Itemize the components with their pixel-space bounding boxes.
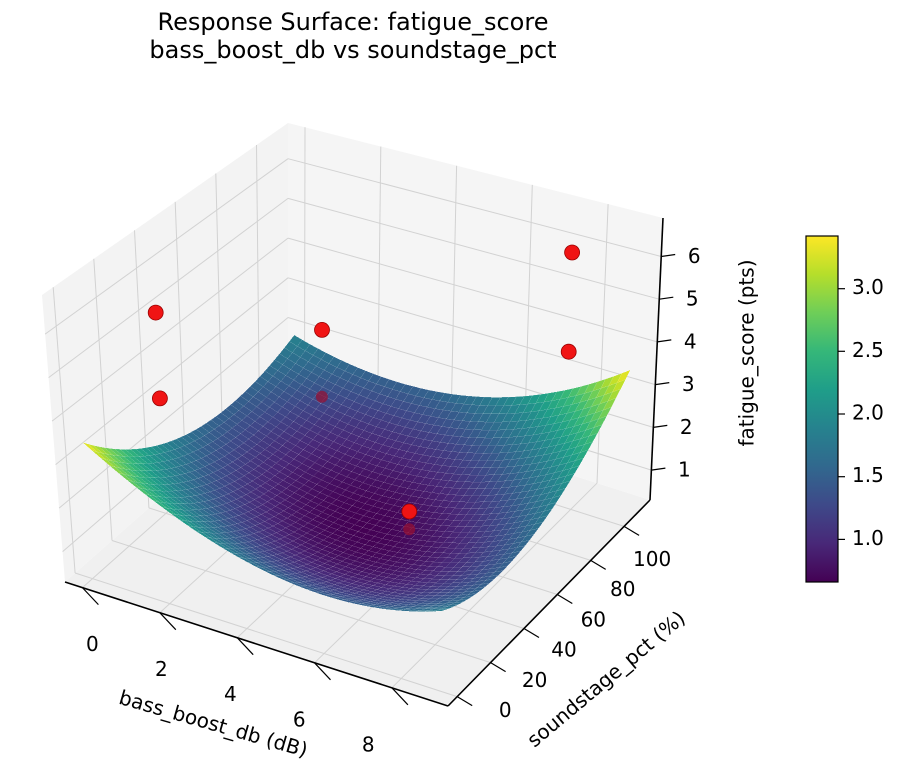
z-tick-label: 6 — [688, 244, 701, 268]
chart-title: Response Surface: fatigue_scorebass_boos… — [149, 8, 556, 64]
y-tick-label: 60 — [581, 607, 606, 631]
colorbar-tick-label: 1.0 — [852, 526, 884, 550]
z-tick-label: 1 — [678, 458, 691, 482]
x-tick-label: 2 — [155, 657, 168, 681]
data-point-occluded — [315, 390, 328, 403]
title-line-1: Response Surface: fatigue_score — [158, 8, 549, 36]
z-tick-label: 5 — [686, 287, 699, 311]
colorbar: 3.0 2.5 2.0 1.5 1.0 — [805, 235, 884, 583]
colorbar-gradient — [805, 235, 839, 583]
surface-mesh — [82, 334, 631, 612]
data-point-occluded — [403, 523, 416, 536]
data-point — [564, 244, 580, 261]
x-tick-label: 6 — [293, 707, 306, 731]
axis-spines — [64, 217, 676, 707]
y-tick-label: 80 — [610, 577, 635, 601]
z-tick-label: 2 — [680, 415, 693, 439]
y-tick-label: 0 — [499, 698, 512, 722]
z-tick-label: 3 — [682, 372, 695, 396]
colorbar-tick-label: 3.0 — [852, 275, 884, 299]
colorbar-tick-label: 2.5 — [852, 338, 884, 362]
y-tick-label: 20 — [522, 668, 547, 692]
data-point — [401, 503, 418, 520]
z-tick-label: 4 — [684, 329, 697, 353]
colorbar-tick-label: 2.0 — [852, 401, 884, 425]
x-tick-label: 4 — [224, 682, 237, 706]
y-tick-label: 100 — [633, 547, 671, 571]
x-tick-label: 8 — [362, 732, 375, 756]
y-tick-label: 40 — [551, 638, 576, 662]
x-tick-label: 0 — [86, 632, 99, 656]
z-axis-title: fatigue_score (pts) — [735, 259, 759, 446]
data-point — [147, 304, 164, 321]
x-axis-title: bass_boost_db (dB) — [116, 685, 310, 762]
colorbar-tick-label: 1.5 — [852, 463, 884, 487]
y-axis-title: soundstage_pct (%) — [522, 606, 690, 752]
data-point — [151, 390, 168, 407]
title-line-2: bass_boost_db vs soundstage_pct — [149, 36, 556, 64]
data-point — [314, 321, 330, 338]
scatter-points — [147, 244, 580, 536]
data-point — [560, 343, 577, 360]
